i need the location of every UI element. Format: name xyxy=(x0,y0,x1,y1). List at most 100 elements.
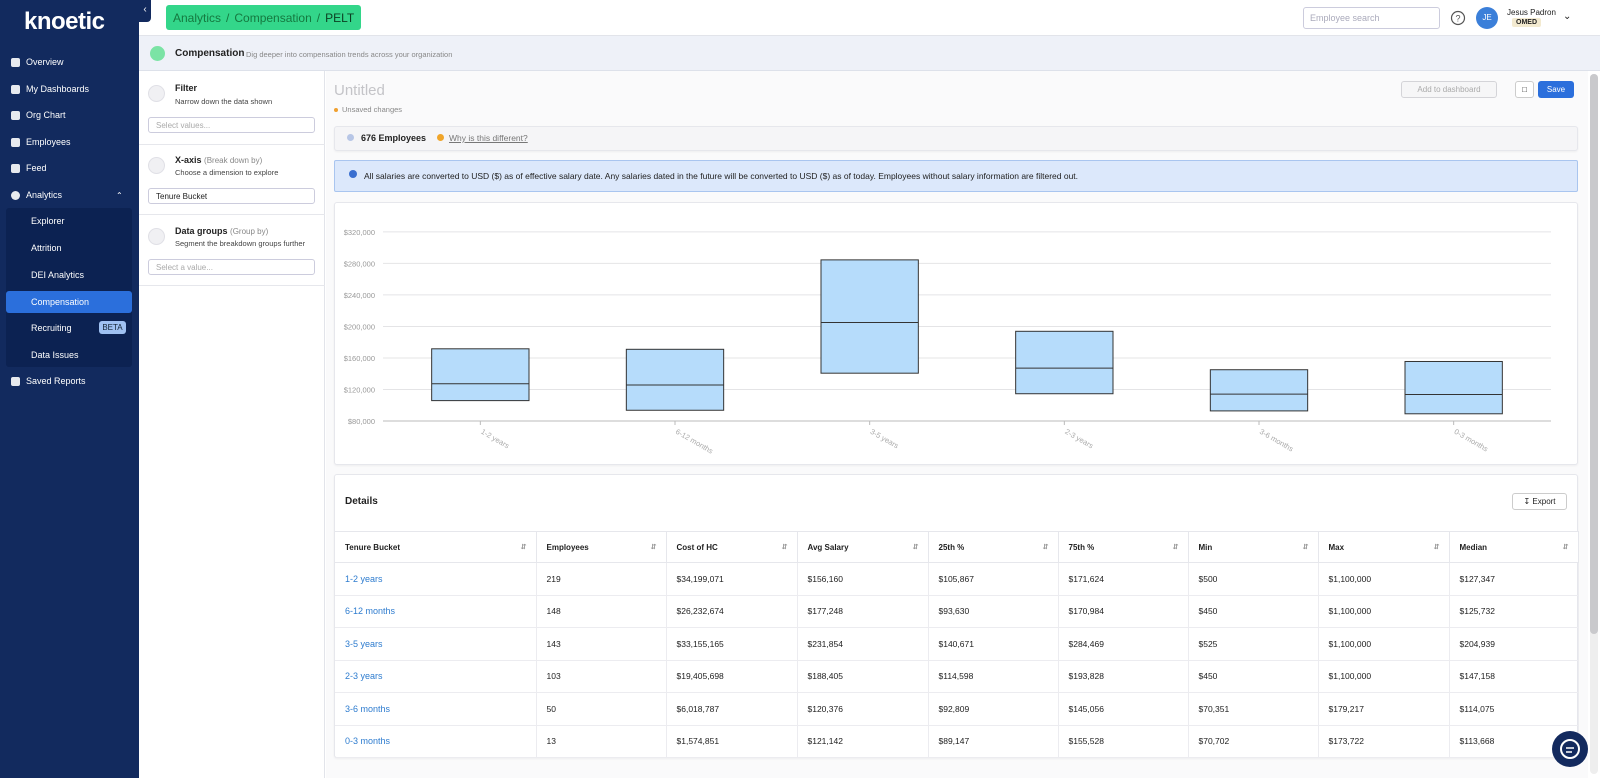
sub-nav-item[interactable]: Recruiting xyxy=(31,323,72,333)
table-row: 3-5 years 143 $33,155,165 $231,854 $140,671 $… xyxy=(335,627,1579,661)
nav-item[interactable]: Saved Reports xyxy=(0,370,139,392)
scrollbar-thumb[interactable] xyxy=(1590,74,1598,634)
y-tick-label: $240,000 xyxy=(344,291,375,300)
warning-icon xyxy=(437,134,444,141)
table-cell: 219 xyxy=(536,562,667,596)
nav-item[interactable]: Feed xyxy=(0,157,139,179)
x-axis-select[interactable]: Tenure Bucket xyxy=(148,188,315,204)
x-tick-label: 1-2 years xyxy=(479,427,511,451)
column-header[interactable]: Avg Salary ⇵ xyxy=(797,531,929,563)
table-cell: $70,702 xyxy=(1188,725,1319,758)
row-link[interactable]: 3-6 months xyxy=(335,692,537,726)
column-header-label: Cost of HC xyxy=(676,542,718,552)
user-menu-chevron[interactable]: ⌄ xyxy=(1563,11,1572,22)
save-button[interactable]: Save xyxy=(1538,81,1574,98)
employee-count: 676 Employees xyxy=(361,133,427,143)
table-cell: $114,598 xyxy=(928,660,1059,693)
row-link[interactable]: 2-3 years xyxy=(335,660,537,693)
nav-label: Overview xyxy=(26,57,64,67)
x-tick-label: 3-5 years xyxy=(869,427,901,451)
sort-icon: ⇵ xyxy=(781,543,788,551)
table-cell: $140,671 xyxy=(928,627,1059,661)
table-cell: $284,469 xyxy=(1058,627,1189,661)
nav-item[interactable]: Overview xyxy=(0,51,139,73)
table-row: 3-6 months 50 $6,018,787 $120,376 $92,809 $14… xyxy=(335,692,1579,726)
details-title: Details xyxy=(345,496,378,507)
table-cell: $121,142 xyxy=(797,725,929,758)
sort-icon: ⇵ xyxy=(650,543,657,551)
export-button[interactable]: ↧ Export xyxy=(1512,493,1567,510)
header-title: Compensation xyxy=(175,48,245,59)
help-icon[interactable]: ? xyxy=(1450,10,1466,26)
column-header[interactable]: Employees ⇵ xyxy=(536,531,667,563)
collapse-toggle[interactable]: ‹ xyxy=(139,0,151,22)
table-cell: $171,624 xyxy=(1058,562,1189,596)
column-header[interactable]: Min ⇵ xyxy=(1188,531,1319,563)
row-link[interactable]: 0-3 months xyxy=(335,725,537,758)
table-cell: 13 xyxy=(536,725,667,758)
column-header[interactable]: Max ⇵ xyxy=(1318,531,1450,563)
report-title[interactable]: Untitled xyxy=(334,82,385,99)
add-to-dashboard-button[interactable]: Add to dashboard xyxy=(1401,81,1497,98)
table-cell: $89,147 xyxy=(928,725,1059,758)
employee-search[interactable]: Employee search xyxy=(1303,7,1440,29)
nav-item[interactable]: Employees xyxy=(0,131,139,153)
crumb[interactable]: Compensation xyxy=(234,10,312,25)
column-header-label: 25th % xyxy=(938,542,965,552)
column-header[interactable]: Tenure Bucket ⇵ xyxy=(335,531,537,563)
column-header[interactable]: Cost of HC ⇵ xyxy=(666,531,798,563)
table-cell: 148 xyxy=(536,595,667,628)
x-axis-title: X-axis (Break down by) xyxy=(175,155,262,165)
box xyxy=(431,348,530,402)
y-tick-label: $120,000 xyxy=(344,385,375,394)
sub-nav-item[interactable]: Attrition xyxy=(31,243,62,253)
column-header[interactable]: Median ⇵ xyxy=(1449,531,1579,563)
select-placeholder: Select values... xyxy=(156,121,211,130)
table-row: 1-2 years 219 $34,199,071 $156,160 $105,867 $… xyxy=(335,562,1579,596)
table-cell: $177,248 xyxy=(797,595,929,628)
table-cell: $70,351 xyxy=(1188,692,1319,726)
row-link[interactable]: 1-2 years xyxy=(335,562,537,596)
table-cell: $125,732 xyxy=(1449,595,1579,628)
crumb[interactable]: Analytics xyxy=(173,10,222,25)
nav-item[interactable]: Org Chart xyxy=(0,104,139,126)
sub-nav-item[interactable]: Explorer xyxy=(31,216,65,226)
table-row: 6-12 months 148 $26,232,674 $177,248 $93,630… xyxy=(335,595,1579,628)
row-link[interactable]: 3-5 years xyxy=(335,627,537,661)
logo[interactable]: knoetic xyxy=(24,8,105,35)
button-label: Export xyxy=(1532,497,1556,506)
sub-nav-item[interactable]: DEI Analytics xyxy=(31,270,85,280)
filter-select[interactable]: Select values... xyxy=(148,117,315,133)
box xyxy=(1209,369,1309,412)
sub-nav-item-active[interactable]: Compensation xyxy=(6,291,132,313)
chat-button[interactable] xyxy=(1551,730,1589,768)
employees-icon xyxy=(347,134,354,141)
table-cell: $93,630 xyxy=(928,595,1059,628)
table-cell: $1,574,851 xyxy=(666,725,798,758)
box xyxy=(625,348,725,411)
row-link[interactable]: 6-12 months xyxy=(335,595,537,628)
table-cell: $188,405 xyxy=(797,660,929,693)
data-groups-select[interactable]: Select a value... xyxy=(148,259,315,275)
box-chart: $80,000 $120,000 $160,000 $200,000 $240,000 $… xyxy=(344,228,1551,456)
box xyxy=(1404,360,1503,415)
divider xyxy=(139,214,325,215)
column-header[interactable]: 25th % ⇵ xyxy=(928,531,1059,563)
folder-button[interactable]: □ xyxy=(1515,81,1534,98)
data-groups-description: Segment the breakdown groups further xyxy=(175,239,306,248)
avatar[interactable]: JE xyxy=(1476,7,1498,29)
divider xyxy=(139,144,325,145)
sub-nav-item[interactable]: Data Issues xyxy=(31,350,79,360)
column-header[interactable]: 75th % ⇵ xyxy=(1058,531,1189,563)
column-header-label: 75th % xyxy=(1068,542,1095,552)
filter-title: Filter xyxy=(175,83,197,93)
button-label: Save xyxy=(1546,85,1566,94)
table-cell: $147,158 xyxy=(1449,660,1579,693)
data-groups-title: Data groups (Group by) xyxy=(175,226,268,236)
nav-item[interactable]: Analytics ⌃ xyxy=(0,184,139,206)
x-tick-label: 2-3 years xyxy=(1063,427,1095,451)
why-different-link[interactable]: Why is this different? xyxy=(449,133,528,143)
table-cell: $1,100,000 xyxy=(1318,627,1450,661)
nav-item[interactable]: My Dashboards xyxy=(0,78,139,100)
